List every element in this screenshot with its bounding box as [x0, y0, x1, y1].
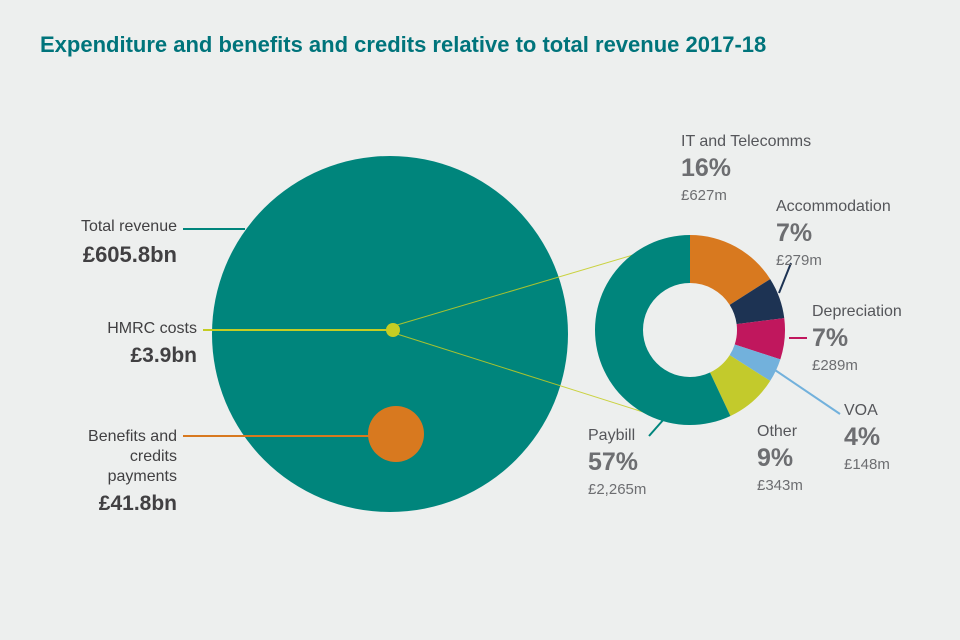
depreciation-amount: £289m: [812, 357, 858, 375]
accommodation-amount: £279m: [776, 252, 822, 270]
depreciation-label: Depreciation 7% £289m: [812, 303, 902, 374]
hmrc-costs-label: HMRC costs £3.9bn: [107, 319, 197, 368]
benefits-name: Benefits and credits payments: [88, 428, 177, 485]
cost-breakdown-donut: [595, 235, 785, 425]
accommodation-percent: 7%: [776, 219, 813, 248]
donut-slice-other: [710, 355, 771, 416]
benefits-label: Benefits and credits payments £41.8bn: [88, 427, 177, 516]
paybill-label: Paybill 57% £2,265m: [588, 427, 646, 498]
voa-label: VOA 4% £148m: [844, 402, 890, 473]
donut-slice-paybill: [595, 235, 731, 425]
it-telecomms-label: IT and Telecomms 16% £627m: [681, 133, 811, 204]
hmrc-costs-dot: [386, 323, 400, 337]
zoom-line-bottom: [396, 333, 663, 419]
donut-slice-it-telecomms: [690, 235, 771, 305]
donut-slice-accommodation: [729, 279, 785, 325]
total-revenue-label: Total revenue £605.8bn: [81, 217, 177, 268]
hmrc-costs-value: £3.9bn: [130, 344, 197, 367]
voa-leader-line: [771, 367, 841, 415]
other-name: Other: [757, 423, 798, 440]
accommodation-label: Accommodation 7% £279m: [776, 198, 891, 269]
total-revenue-name: Total revenue: [80, 218, 177, 235]
it-telecomms-name: IT and Telecomms: [681, 133, 812, 150]
it-telecomms-percent: 16%: [681, 154, 732, 183]
voa-percent: 4%: [844, 423, 881, 452]
it-telecomms-amount: £627m: [681, 187, 727, 205]
paybill-leader-line: [648, 418, 665, 437]
hmrc-costs-name: HMRC costs: [107, 320, 197, 337]
donut-slice-voa: [729, 344, 781, 381]
other-label: Other 9% £343m: [757, 423, 803, 494]
accommodation-leader-line: [778, 262, 792, 294]
depreciation-name: Depreciation: [812, 303, 902, 320]
paybill-name: Paybill: [588, 427, 636, 444]
paybill-amount: £2,265m: [588, 481, 647, 499]
benefits-circle: [368, 406, 424, 462]
depreciation-percent: 7%: [812, 324, 849, 353]
other-amount: £343m: [757, 477, 803, 495]
other-percent: 9%: [757, 444, 794, 473]
total-revenue-value: £605.8bn: [82, 242, 177, 267]
voa-name: VOA: [844, 402, 878, 419]
benefits-value: £41.8bn: [98, 492, 177, 515]
chart-title: Expenditure and benefits and credits rel…: [40, 32, 767, 57]
donut-slice-depreciation: [734, 318, 785, 360]
accommodation-name: Accommodation: [776, 198, 891, 215]
paybill-percent: 57%: [588, 448, 639, 477]
voa-amount: £148m: [844, 456, 890, 474]
